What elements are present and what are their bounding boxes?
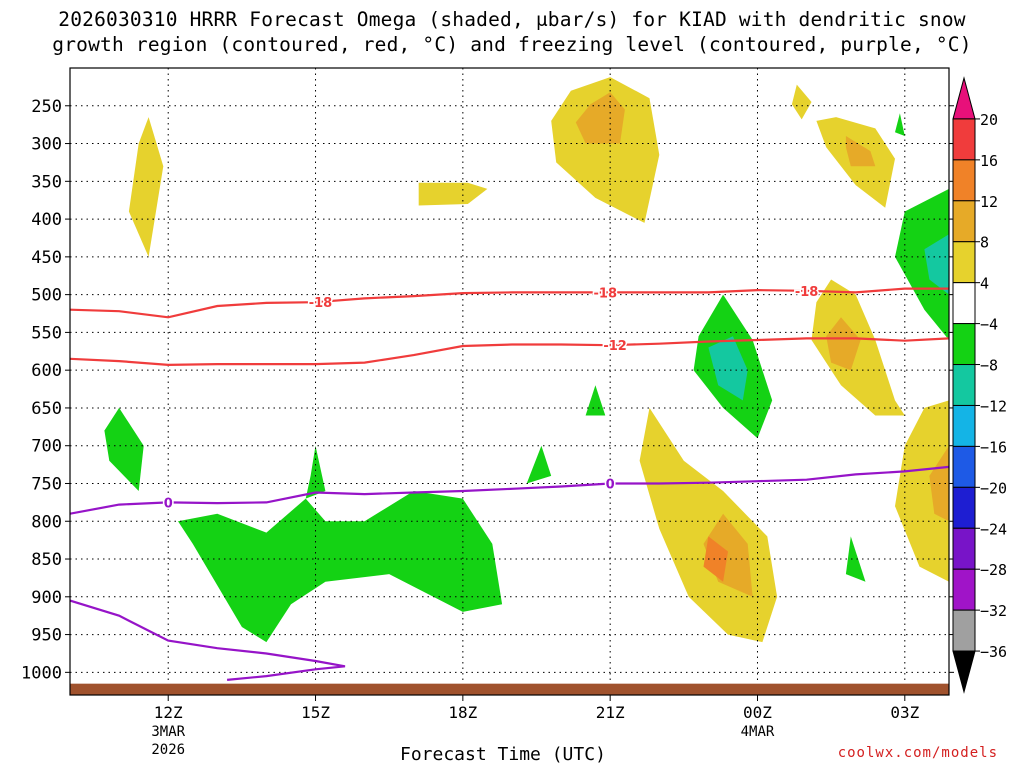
colorbar-label-7: −12 [980, 397, 1007, 415]
colorbar-box-13 [952, 609, 976, 652]
x-tick-sublabel-24: 4MAR [741, 724, 775, 740]
y-tick-label-550: 550 [31, 323, 62, 343]
colorbar-label-9: −20 [980, 479, 1007, 497]
omega-region-green-small-26Z [845, 536, 866, 582]
omega-region-far-right-green [895, 188, 949, 340]
omega-region-mid-block-18Z [418, 182, 488, 206]
x-tick-label-27: 03Z [890, 703, 919, 722]
omega-region-upper-center [551, 77, 660, 223]
colorbar-box-7 [952, 364, 976, 406]
contour-label-dgz-minus18-2: -18 [795, 285, 819, 300]
contour-label-dgz-minus12-0: -12 [603, 339, 627, 354]
y-tick-label-1000: 1000 [21, 663, 62, 683]
contour-label-dgz-minus18-0: -18 [309, 296, 333, 311]
y-tick-label-900: 900 [31, 588, 62, 608]
omega-region-upper-center-core [575, 92, 625, 144]
y-tick-label-850: 850 [31, 550, 62, 570]
colorbar-label-6: −8 [980, 357, 998, 375]
contour-dgz-minus12 [70, 337, 949, 367]
colorbar-box-2 [952, 159, 976, 202]
chart-title-line-2: growth region (contoured, red, °C) and f… [52, 33, 972, 56]
colorbar-label-0: 20 [980, 111, 998, 129]
y-tick-label-950: 950 [31, 626, 62, 646]
colorbar-label-12: −32 [980, 602, 1007, 620]
omega-region-low-right-core [703, 513, 753, 597]
contour-dgz-minus18 [70, 287, 949, 319]
colorbar-label-5: −4 [980, 316, 998, 334]
x-tick-sublabel2-12: 2026 [151, 742, 185, 758]
colorbar-bottom-triangle [952, 650, 976, 694]
x-tick-label-15: 15Z [301, 703, 330, 722]
omega-region-low-right-yellow [639, 407, 778, 643]
colorbar-label-10: −24 [980, 520, 1007, 538]
x-tick-label-12: 12Z [154, 703, 183, 722]
omega-region-upper-right-small [791, 84, 812, 120]
colorbar-box-12 [952, 568, 976, 611]
colorbar-box-5 [952, 282, 976, 325]
y-tick-label-300: 300 [31, 135, 62, 155]
colorbar-box-4 [952, 241, 976, 284]
y-tick-label-700: 700 [31, 437, 62, 457]
colorbar-label-13: −36 [980, 643, 1007, 661]
omega-region-far-right-green-core [924, 234, 949, 295]
contour-label-freezing-level-0-1: 0 [606, 477, 615, 492]
colorbar-box-11 [952, 527, 976, 570]
omega-region-low-right-core-12 [703, 536, 728, 582]
colorbar-box-9 [952, 445, 976, 488]
y-tick-label-350: 350 [31, 172, 62, 192]
colorbar-label-3: 8 [980, 234, 989, 252]
omega-region-green-small-20Z [585, 385, 606, 416]
omega-region-mid-green-right-core [708, 336, 748, 401]
x-tick-label-21: 21Z [596, 703, 625, 722]
plot-area: -18 -18 -18 -12 0 0 [70, 68, 949, 695]
colorbar-box-1 [952, 118, 976, 161]
y-tick-label-450: 450 [31, 248, 62, 268]
colorbar-box-8 [952, 404, 976, 447]
colorbar-box-10 [952, 486, 976, 529]
contour-label-dgz-minus18-1: -18 [594, 286, 618, 301]
source-credit: coolwx.com/models [837, 745, 998, 761]
colorbar-top-triangle [952, 76, 976, 120]
x-axis-title: Forecast Time (UTC) [400, 744, 606, 765]
y-tick-label-650: 650 [31, 399, 62, 419]
omega-region-left-green-blob [104, 407, 144, 491]
x-tick-label-18: 18Z [448, 703, 477, 722]
colorbar-label-1: 16 [980, 152, 998, 170]
omega-region-upper-ridge-left [128, 117, 164, 257]
omega-region-mid-right-core [826, 317, 861, 371]
terrain-band [70, 683, 949, 695]
chart-title-line-1: 2026030310 HRRR Forecast Omega (shaded, … [58, 8, 966, 31]
colorbar-label-8: −16 [980, 438, 1007, 456]
plot-frame [69, 67, 950, 696]
colorbar-box-3 [952, 200, 976, 243]
colorbar-box-6 [952, 323, 976, 366]
omega-region-upper-right-core [845, 136, 876, 167]
y-tick-label-400: 400 [31, 210, 62, 230]
x-tick-label-24: 00Z [743, 703, 772, 722]
y-tick-label-750: 750 [31, 474, 62, 494]
omega-region-far-right-yellow [895, 400, 949, 582]
contour-label-freezing-level-0-0: 0 [164, 496, 173, 511]
x-tick-sublabel-12: 3MAR [151, 724, 185, 740]
colorbar-label-11: −28 [980, 561, 1007, 579]
y-tick-label-250: 250 [31, 97, 62, 117]
omega-region-green-spike-15Z [305, 445, 326, 499]
contour-freezing-level-0-surface [70, 599, 346, 681]
omega-region-low-green-band [178, 491, 503, 643]
y-tick-label-600: 600 [31, 361, 62, 381]
y-tick-label-500: 500 [31, 286, 62, 306]
omega-region-green-small-19Z [526, 445, 552, 484]
y-tick-label-800: 800 [31, 512, 62, 532]
colorbar-label-4: 4 [980, 275, 989, 293]
colorbar-label-2: 12 [980, 193, 998, 211]
contour-freezing-level-0 [70, 465, 949, 515]
omega-region-green-tiny-27Z [895, 113, 905, 136]
